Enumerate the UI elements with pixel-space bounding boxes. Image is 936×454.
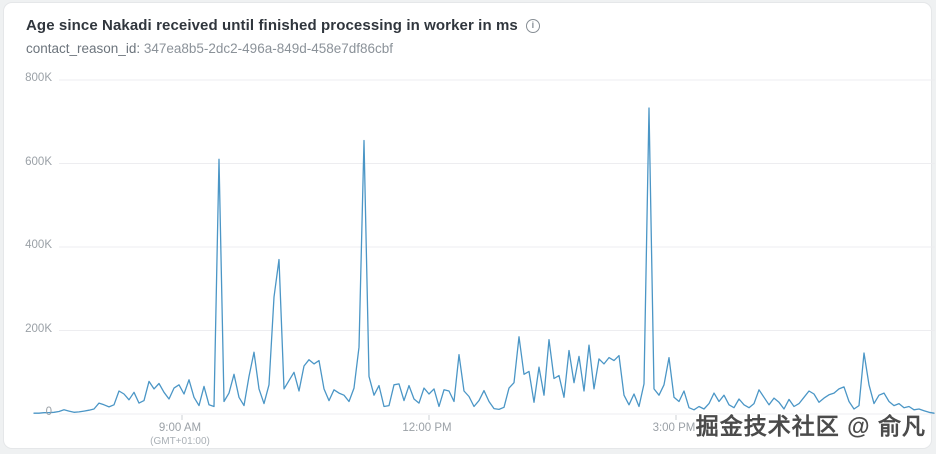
plot-area[interactable]	[59, 73, 935, 418]
y-axis-label: 0	[45, 406, 52, 418]
metric-chart-card: Age since Nakadi received until finished…	[3, 2, 935, 449]
chart-subtitle: contact_reason_id: 347ea8b5-2dc2-496a-84…	[26, 41, 911, 56]
card-header: Age since Nakadi received until finished…	[26, 17, 911, 56]
y-axis-label: 800K	[25, 72, 52, 84]
subtitle-value: 347ea8b5-2dc2-496a-849d-458e7df86cbf	[143, 41, 394, 56]
info-icon[interactable]: i	[525, 18, 540, 33]
y-axis-label: 400K	[25, 239, 52, 251]
y-axis-label: 600K	[25, 155, 52, 168]
y-axis-label: 200K	[25, 322, 52, 335]
subtitle-label: contact_reason_id:	[26, 41, 141, 56]
x-axis-label: 3:00 PM	[652, 422, 696, 434]
chart-title: Age since Nakadi received until finished…	[26, 17, 518, 34]
x-axis-timezone-label: (GMT+01:00)	[150, 436, 210, 447]
x-axis-label: 12:00 PM	[402, 422, 452, 434]
watermark: 掘金技术社区 @ 俞凡	[695, 413, 926, 439]
x-axis-label: 9:00 AM (GMT+01:00)	[125, 422, 235, 447]
